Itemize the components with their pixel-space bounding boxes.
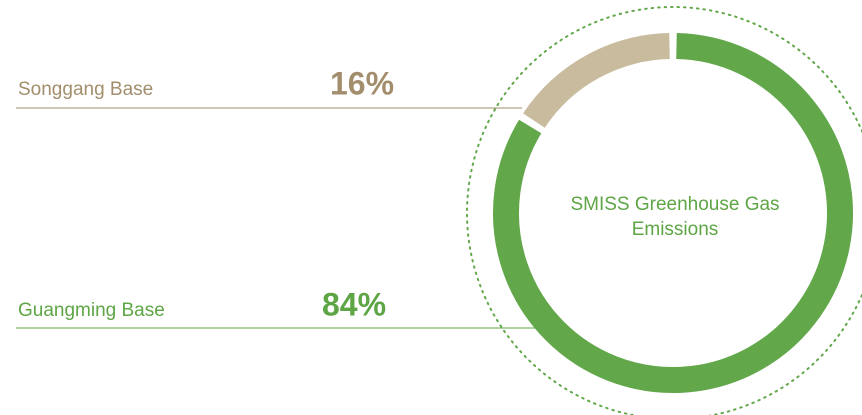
value-label: 84% xyxy=(322,286,386,322)
donut-segment xyxy=(493,33,853,393)
donut-segment xyxy=(523,33,671,128)
category-label: Guangming Base xyxy=(18,300,165,321)
category-label: Songgang Base xyxy=(18,79,153,100)
value-label: 16% xyxy=(330,65,394,101)
chart-title: SMISS Greenhouse Gas Emissions xyxy=(570,194,780,240)
dotted-ring xyxy=(466,6,862,415)
